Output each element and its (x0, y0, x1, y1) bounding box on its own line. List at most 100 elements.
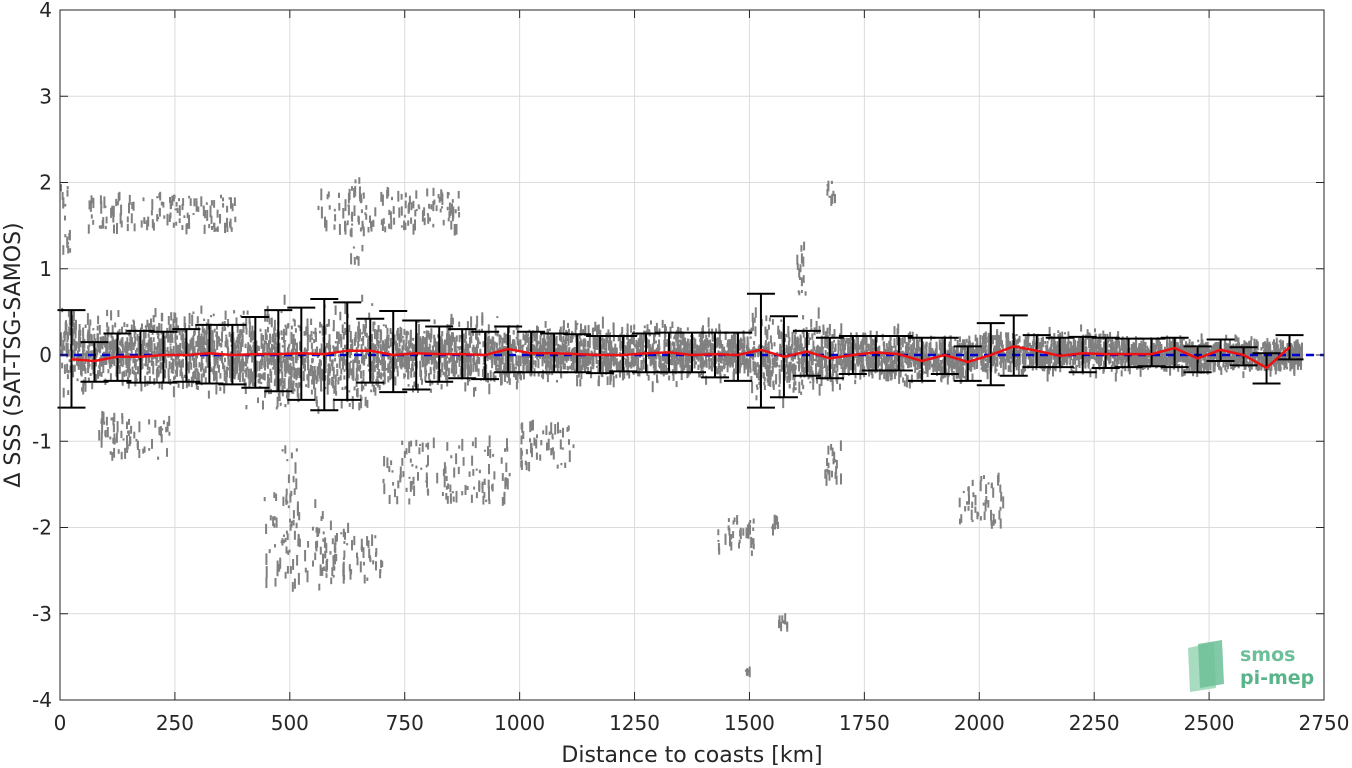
scatter-point-1668 (425, 336, 428, 348)
scatter-point-3264 (637, 357, 640, 368)
scatter-point-3315 (804, 369, 807, 374)
scatter-point-3019 (588, 355, 590, 363)
scatter-point-1072 (265, 334, 268, 341)
scatter-point-4159 (964, 355, 967, 360)
scatter-point-4054 (906, 358, 909, 364)
scatter-point-3708 (774, 354, 777, 362)
scatter-point-2082 (387, 376, 390, 383)
scatter-point-3737 (785, 333, 787, 338)
scatter-point-4648 (1085, 347, 1088, 353)
scatter-point-251 (110, 360, 113, 368)
scatter-point-287 (137, 345, 140, 351)
scatter-point-176 (135, 347, 138, 352)
scatter-point-1766 (462, 348, 465, 356)
scatter-point-4360 (939, 363, 942, 373)
scatter-point-2167 (421, 342, 424, 355)
scatter-point-430 (140, 382, 143, 392)
scatter-point-1830 (450, 318, 453, 327)
scatter-point-3777 (908, 379, 911, 389)
scatter-point-1932 (446, 339, 449, 344)
scatter-point-3271 (733, 339, 736, 345)
scatter-point-2086 (436, 347, 438, 358)
scatter-point-3976 (917, 340, 920, 349)
scatter-point-2227 (570, 363, 573, 371)
scatter-point-1440 (262, 400, 264, 410)
scatter-point-4931 (1070, 347, 1073, 351)
scatter-point-2548 (654, 360, 657, 371)
scatter-point-1442 (339, 311, 342, 321)
scatter-point-3109 (709, 365, 712, 369)
scatter-point-4466 (1075, 365, 1078, 373)
scatter-point-1906 (511, 345, 514, 350)
scatter-point-3067 (706, 348, 709, 357)
scatter-point-2724 (665, 364, 668, 375)
scatter-point-1368 (332, 328, 335, 332)
scatter-point-2286 (555, 335, 558, 346)
scatter-point-206 (145, 342, 148, 347)
scatter-point-1237 (377, 325, 380, 330)
scatter-point-4207 (913, 358, 916, 366)
scatter-point-4316 (871, 354, 874, 358)
scatter-point-3658 (767, 343, 770, 346)
scatter-point-2765 (608, 340, 610, 351)
scatter-point-2520 (525, 365, 528, 373)
scatter-point-3204 (551, 338, 554, 350)
scatter-point-3082 (723, 362, 726, 368)
scatter-point-862 (228, 331, 231, 337)
scatter-point-20 (75, 341, 78, 345)
scatter-point-1287 (359, 328, 361, 339)
scatter-point-3585 (810, 356, 813, 366)
scatter-point-4258 (946, 361, 949, 366)
scatter-point-3313 (811, 333, 814, 340)
scatter-point-744 (180, 361, 182, 369)
scatter-point-1999 (430, 356, 433, 361)
scatter-point-3567 (779, 343, 782, 355)
scatter-point-3909 (866, 343, 869, 349)
scatter-point-946 (318, 330, 321, 334)
scatter-point-1819 (514, 366, 517, 370)
scatter-point-3807 (883, 371, 886, 380)
scatter-point-938 (333, 348, 335, 352)
scatter-point-148 (89, 356, 92, 359)
scatter-point-1825 (487, 346, 490, 356)
scatter-point-1097 (314, 369, 317, 380)
scatter-point-886 (364, 396, 367, 407)
scatter-point-64 (86, 313, 89, 325)
scatter-point-2003 (489, 370, 492, 382)
scatter-point-3335 (837, 342, 840, 354)
scatter-point-3672 (787, 326, 790, 338)
scatter-point-908 (338, 354, 341, 358)
scatter-point-4576 (1066, 352, 1069, 365)
scatter-point-4652 (1102, 347, 1105, 355)
scatter-point-4368 (883, 341, 886, 352)
scatter-point-584 (223, 365, 226, 372)
scatter-point-4955 (1002, 367, 1005, 376)
scatter-point-2708 (705, 363, 708, 368)
scatter-point-258 (96, 340, 99, 348)
scatter-point-3538 (767, 324, 770, 330)
scatter-point-3195 (676, 330, 679, 333)
scatter-point-3422 (811, 360, 814, 366)
scatter-point-2435 (567, 323, 569, 328)
scatter-point-4762 (1074, 339, 1076, 351)
scatter-point-3245 (706, 338, 709, 343)
scatter-point-3681 (825, 358, 828, 366)
scatter-point-1528 (280, 365, 283, 374)
scatter-point-2078 (515, 326, 518, 330)
scatter-point-3058 (742, 346, 745, 351)
scatter-point-1720 (419, 336, 422, 349)
scatter-point-3205 (535, 341, 538, 345)
scatter-point-1162 (371, 334, 373, 343)
scatter-point-1154 (280, 379, 283, 384)
scatter-point-4344 (922, 341, 925, 351)
scatter-point-1476 (316, 375, 318, 382)
scatter-point-3494 (780, 331, 783, 338)
scatter-point-876 (240, 363, 243, 367)
scatter-point-2121 (442, 371, 445, 376)
scatter-point-3242 (692, 343, 695, 347)
scatter-point-3502 (763, 381, 766, 386)
scatter-point-2894 (618, 361, 621, 372)
scatter-point-3419 (764, 326, 767, 336)
scatter-point-1484 (245, 328, 248, 335)
scatter-point-3851 (905, 375, 908, 388)
